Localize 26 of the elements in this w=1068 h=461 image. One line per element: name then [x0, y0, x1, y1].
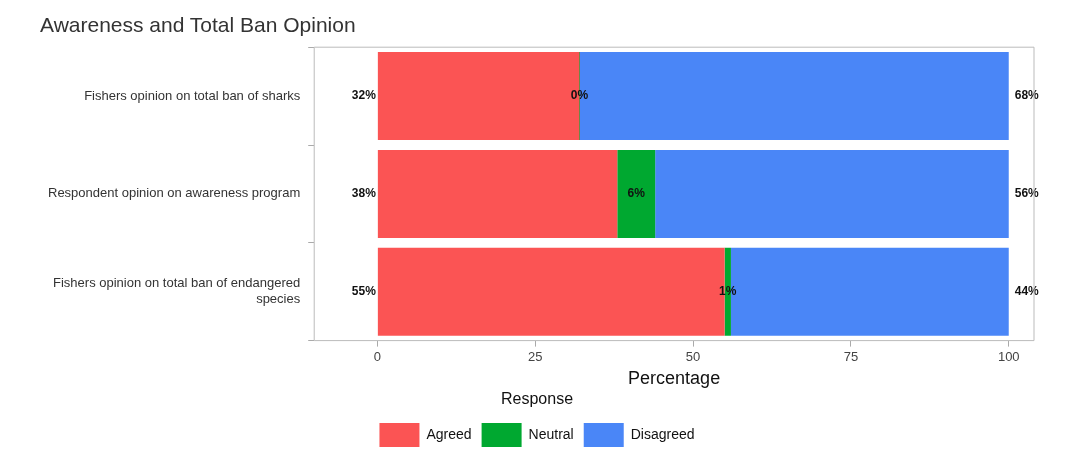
data-label: 55% — [351, 284, 377, 299]
legend-title: Response — [500, 390, 574, 408]
y-tick-label: Respondent opinion on awareness program — [48, 185, 301, 201]
bar — [655, 149, 1009, 238]
bar — [617, 149, 656, 238]
data-label: 6% — [627, 186, 646, 201]
data-label: 32% — [351, 88, 377, 103]
legend-label: Neutral — [528, 425, 574, 442]
x-axis-title: Percentage — [628, 367, 721, 388]
data-label: 1% — [719, 284, 737, 299]
chart-title: Awareness and Total Ban Opinion — [40, 13, 356, 37]
data-label: 0% — [570, 88, 589, 103]
data-label: 44% — [1014, 284, 1040, 299]
data-label: 56% — [1014, 186, 1040, 201]
x-tick-label: 25 — [527, 348, 543, 364]
y-tick-label: Fishers opinion on total ban of endangered species — [53, 275, 301, 307]
x-tick-label: 0 — [373, 348, 381, 364]
x-tick-label: 50 — [685, 348, 701, 364]
data-label: 38% — [351, 186, 377, 201]
y-tick-label: Fishers opinion on total ban of sharks — [84, 87, 301, 103]
bar — [377, 149, 618, 238]
x-tick-label: 75 — [843, 348, 859, 364]
legend-label: Disagreed — [630, 425, 695, 442]
legend-label: Agreed — [426, 425, 472, 442]
data-label: 68% — [1014, 88, 1040, 103]
x-tick-label: 100 — [997, 348, 1020, 364]
